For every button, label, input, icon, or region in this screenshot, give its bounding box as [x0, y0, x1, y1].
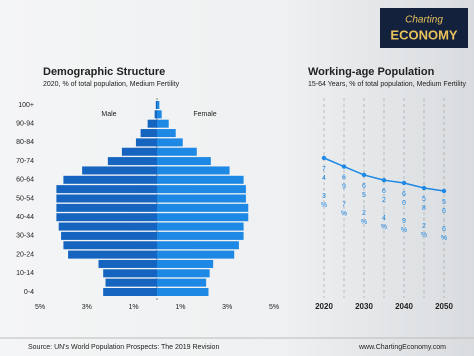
- bar: [157, 175, 244, 184]
- bar: [135, 138, 157, 147]
- bar: [98, 259, 157, 268]
- bar: [157, 138, 183, 147]
- bar: [157, 288, 209, 296]
- chart-subtitle: 15-64 Years, % of total population, Medi…: [308, 81, 466, 88]
- bar: [56, 185, 157, 194]
- x-tick-label: 1%: [129, 304, 139, 311]
- bar: [56, 203, 157, 212]
- point: [381, 177, 387, 183]
- point: [321, 155, 327, 161]
- bar: [105, 278, 157, 287]
- bar: [56, 213, 157, 222]
- y-tick-label: 60-64: [16, 177, 34, 184]
- value-label: 60.9%: [401, 191, 408, 236]
- bar: [61, 231, 158, 240]
- bar: [157, 231, 244, 240]
- x-tick-label: 3%: [222, 304, 232, 311]
- value-label: 69.7%: [341, 175, 348, 220]
- bar: [157, 101, 160, 109]
- bar: [155, 101, 157, 109]
- footer-website: www.ChartingEconomy.com: [358, 344, 446, 351]
- y-tick-label: 10-14: [16, 270, 34, 277]
- y-tick-label: 80-84: [16, 139, 34, 146]
- logo-text: ECONOMY: [390, 27, 458, 42]
- bar: [157, 222, 244, 231]
- chart-subtitle: 2020, % of total population, Medium Fert…: [43, 81, 180, 88]
- bar: [157, 110, 162, 119]
- logo-text: Charting: [405, 15, 443, 26]
- y-tick-label: 0-4: [24, 289, 34, 296]
- bar: [157, 166, 230, 175]
- chart-title: Working-age Population: [308, 66, 435, 78]
- value-label: 74.3%: [321, 166, 328, 211]
- x-tick-label: 2040: [395, 302, 413, 311]
- bar: [157, 278, 207, 287]
- y-tick-label: 30-34: [16, 233, 34, 240]
- bar: [121, 147, 157, 156]
- bar: [157, 269, 210, 278]
- x-tick-label: 5%: [35, 304, 45, 311]
- x-tick-label: 3%: [82, 304, 92, 311]
- bar: [63, 175, 157, 184]
- bar: [107, 157, 157, 166]
- x-tick-label: 2050: [435, 302, 453, 311]
- bar: [147, 119, 157, 128]
- value-label: 62.4%: [381, 188, 388, 233]
- bar: [157, 194, 246, 203]
- chart-title: Demographic Structure: [43, 66, 165, 78]
- x-tick-label: 5%: [269, 304, 279, 311]
- point: [441, 188, 447, 194]
- bar: [157, 241, 239, 250]
- y-tick-label: 90-94: [16, 121, 34, 128]
- bar: [157, 147, 197, 156]
- point: [401, 180, 407, 186]
- legend-label: Male: [101, 111, 116, 118]
- bar: [56, 194, 157, 203]
- bar: [103, 288, 157, 296]
- y-tick-label: 70-74: [16, 158, 34, 165]
- bar: [63, 241, 157, 250]
- y-tick-label: 50-54: [16, 195, 34, 202]
- bar: [103, 269, 157, 278]
- bar: [157, 203, 249, 212]
- point: [341, 164, 347, 169]
- y-tick-label: 100+: [18, 102, 34, 109]
- bar: [157, 157, 211, 166]
- bar: [58, 222, 157, 231]
- legend-label: Female: [193, 111, 216, 118]
- value-label: 65.2%: [361, 183, 368, 228]
- bar: [140, 129, 157, 138]
- value-label: 58.2%: [421, 196, 428, 241]
- x-tick-label: 2020: [315, 302, 333, 311]
- y-tick-label: 40-44: [16, 214, 34, 221]
- point: [361, 172, 367, 178]
- point: [421, 185, 427, 191]
- bar: [157, 129, 176, 138]
- bar: [157, 250, 235, 259]
- bar: [154, 110, 157, 119]
- bar: [157, 185, 246, 194]
- bar: [157, 259, 214, 268]
- footer-source: Source: UN's World Population Prospects:…: [28, 344, 219, 351]
- bar: [157, 119, 169, 128]
- logo-box: [380, 8, 468, 48]
- value-label: 56.6%: [441, 199, 448, 244]
- bar: [68, 250, 157, 259]
- x-tick-label: 2030: [355, 302, 373, 311]
- bar: [157, 213, 249, 222]
- x-tick-label: 1%: [175, 304, 185, 311]
- y-tick-label: 20-24: [16, 251, 34, 258]
- bar: [82, 166, 157, 175]
